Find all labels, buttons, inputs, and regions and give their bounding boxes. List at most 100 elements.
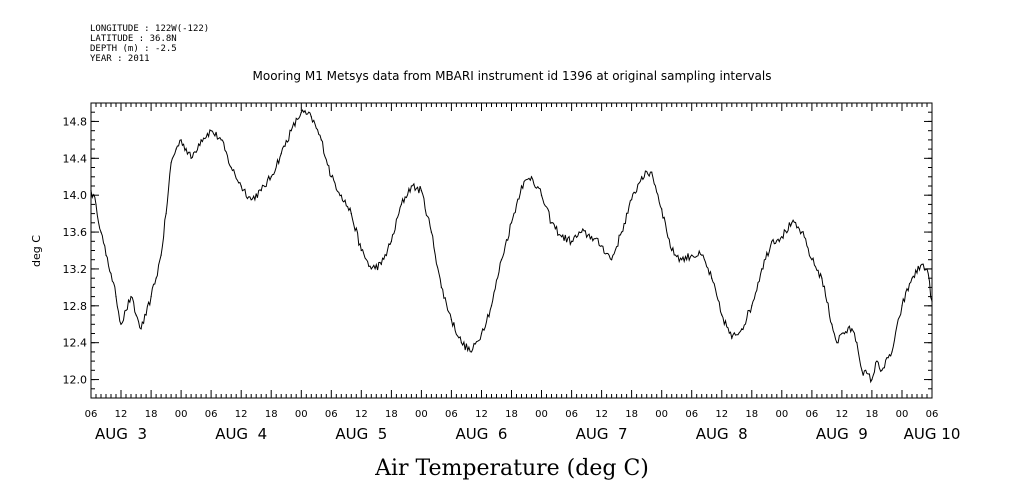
data-point	[711, 277, 713, 279]
data-point	[631, 199, 633, 201]
y-tick-label: 12.4	[63, 337, 88, 350]
data-point	[430, 231, 432, 233]
depth-label: DEPTH (m) : -2.5	[90, 44, 177, 54]
data-point	[440, 286, 442, 288]
data-point	[931, 300, 933, 302]
data-point	[561, 236, 563, 238]
data-point	[821, 277, 823, 279]
data-point	[510, 222, 513, 224]
x-hour-label: 18	[265, 409, 278, 420]
x-axis: 06 12 18 00 06 12 18 00 06 12 18 00 06 12 18 00 06 12 18 00…	[85, 103, 961, 443]
data-point	[420, 190, 422, 192]
data-point	[105, 254, 107, 256]
data-point	[581, 231, 583, 233]
x-day-label: AUG 4	[215, 425, 267, 443]
y-tick-label: 13.2	[63, 263, 88, 276]
data-point	[871, 379, 873, 381]
data-point	[490, 305, 493, 307]
data-point	[480, 332, 483, 335]
data-point	[761, 268, 763, 270]
data-point	[731, 337, 733, 339]
x-hour-label: 06	[205, 409, 218, 420]
x-hour-label: 12	[715, 409, 728, 420]
data-point	[400, 203, 402, 205]
y-tick-label: 12.0	[63, 374, 88, 387]
data-point	[135, 314, 137, 316]
x-day-label: AUG 7	[576, 425, 628, 443]
data-point	[150, 296, 152, 298]
data-point	[611, 259, 613, 261]
data-point	[671, 249, 673, 252]
data-point	[230, 166, 232, 169]
x-day-label: AUG 10	[904, 425, 961, 443]
data-point	[901, 305, 903, 307]
year-label: YEAR : 2011	[90, 54, 150, 64]
data-point	[330, 176, 332, 178]
data-point	[220, 139, 222, 141]
data-point	[360, 249, 362, 252]
data-point	[175, 148, 177, 150]
data-point	[300, 111, 302, 113]
x-day-label: AUG 3	[95, 425, 147, 443]
data-point	[110, 272, 112, 275]
data-point	[771, 240, 773, 242]
data-point	[861, 369, 863, 371]
data-point	[881, 369, 883, 371]
data-point	[550, 222, 553, 224]
y-tick-label: 12.8	[63, 300, 88, 313]
data-point	[831, 323, 833, 325]
data-point	[500, 259, 503, 261]
data-point	[621, 231, 623, 233]
data-point	[926, 268, 928, 270]
series-layer	[90, 109, 933, 384]
x-hour-label: 00	[295, 409, 308, 420]
x-hour-label: 18	[145, 409, 158, 420]
data-point	[370, 268, 372, 270]
data-point	[380, 263, 382, 265]
y-tick-label: 14.8	[63, 115, 88, 128]
data-point	[290, 130, 292, 132]
data-point	[210, 130, 212, 132]
x-hour-label: 18	[385, 409, 398, 420]
data-point	[741, 328, 743, 330]
data-point	[571, 240, 573, 242]
data-point	[340, 194, 342, 196]
data-point	[540, 194, 543, 196]
data-point	[240, 185, 242, 187]
data-point	[921, 263, 923, 265]
data-point	[260, 190, 262, 192]
x-hour-label: 00	[655, 409, 668, 420]
data-point	[410, 185, 412, 187]
data-point	[836, 342, 838, 344]
x-hour-label: 00	[896, 409, 909, 420]
y-tick-label: 14.0	[63, 189, 88, 202]
data-point	[876, 360, 878, 362]
data-point	[851, 328, 853, 330]
x-hour-label: 12	[475, 409, 488, 420]
x-day-label: AUG 6	[455, 425, 507, 443]
data-point	[801, 231, 803, 233]
data-point	[120, 323, 122, 325]
x-hour-label: 06	[445, 409, 458, 420]
x-hour-label: 06	[565, 409, 578, 420]
data-point	[691, 254, 693, 256]
data-point	[721, 314, 723, 316]
y-axis-label: deg C	[30, 235, 43, 267]
data-point	[170, 162, 172, 164]
x-hour-label: 00	[775, 409, 788, 420]
y-tick-label: 13.6	[63, 226, 88, 239]
x-hour-label: 12	[115, 409, 128, 420]
data-point	[911, 277, 913, 279]
data-point	[791, 222, 793, 224]
data-point	[190, 157, 192, 159]
x-hour-label: 06	[85, 409, 98, 420]
data-point	[140, 328, 142, 330]
y-tick-label: 14.4	[63, 152, 88, 165]
x-day-label: AUG 9	[816, 425, 868, 443]
x-hour-label: 06	[805, 409, 818, 420]
data-point	[841, 332, 843, 335]
data-point	[530, 176, 533, 178]
x-hour-label: 00	[175, 409, 188, 420]
data-point	[350, 213, 352, 215]
